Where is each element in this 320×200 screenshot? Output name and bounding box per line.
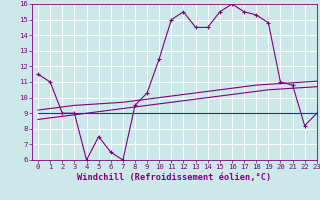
X-axis label: Windchill (Refroidissement éolien,°C): Windchill (Refroidissement éolien,°C) bbox=[77, 173, 272, 182]
